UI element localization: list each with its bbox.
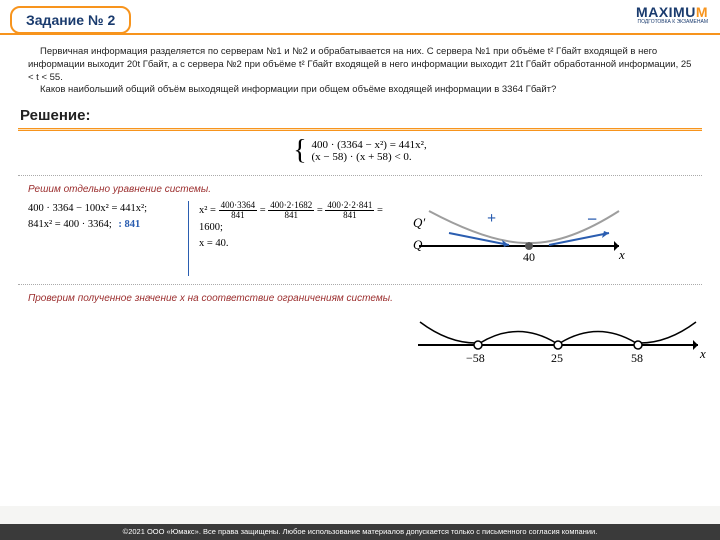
c2-line2: x = 40. [199, 236, 399, 252]
c2-line1: x² = 400·3364841 = 400·2·1682841 = 400·2… [199, 201, 399, 236]
svg-text:−: − [587, 209, 597, 229]
svg-text:+: + [487, 210, 496, 227]
work-col-2: x² = 400·3364841 = 400·2·1682841 = 400·2… [199, 201, 399, 252]
header: Задание № 2 MAXIMUM ПОДГОТОВКА К ЭКЗАМЕН… [0, 0, 720, 38]
svg-text:−58: −58 [466, 351, 485, 365]
footer: ©2021 ООО «Юмакс». Все права защищены. Л… [0, 524, 720, 540]
logo-m: M [696, 4, 708, 20]
frac-2: 400·2·1682841 [268, 201, 314, 220]
svg-text:Q′: Q′ [413, 215, 425, 230]
interval-graph: −58 25 58 x [408, 310, 708, 375]
solution-header: Решение: [18, 107, 702, 131]
problem-p1: Первичная информация разделяется по серв… [28, 46, 692, 84]
derivative-graph: Q′ Qx 40 + − [409, 201, 702, 276]
dotted-sep-2 [18, 284, 702, 285]
c1-line2: 841x² = 400 · 3364; : 841 [28, 217, 178, 233]
logo: MAXIMUM [636, 4, 708, 20]
svg-text:Q: Q [413, 237, 423, 252]
system-line-1: 400 · (3364 − x²) = 441x², [311, 139, 426, 151]
frac-3: 400·2·2·841841 [325, 201, 374, 220]
svg-text:25: 25 [551, 351, 563, 365]
problem-text: Первичная информация разделяется по серв… [0, 38, 720, 103]
solution-title: Решение: [18, 107, 702, 128]
work-col-1: 400 · 3364 − 100x² = 441x²; 841x² = 400 … [28, 201, 178, 233]
c1-line1: 400 · 3364 − 100x² = 441x²; [28, 201, 178, 217]
logo-text: MAXIMU [636, 4, 696, 20]
svg-text:40: 40 [523, 250, 535, 264]
problem-p2: Каков наибольший общий объём выходящей и… [28, 84, 692, 97]
bottom-bar [0, 506, 720, 524]
div-841: : 841 [118, 219, 140, 230]
logo-subtitle: ПОДГОТОВКА К ЭКЗАМЕНАМ [638, 19, 708, 25]
step1-title: Решим отдельно уравнение системы. [28, 184, 720, 195]
step2-title: Проверим полученное значение x на соотве… [28, 293, 720, 304]
svg-text:58: 58 [631, 351, 643, 365]
brace-icon: { [293, 137, 306, 165]
c1-l2a: 841x² = 400 · 3364; [28, 219, 112, 230]
c2-pre: x² = [199, 205, 219, 216]
equation-system: { 400 · (3364 − x²) = 441x², (x − 58) · … [0, 137, 720, 165]
svg-text:x: x [618, 247, 625, 262]
interval-graph-wrap: −58 25 58 x [0, 310, 720, 375]
vline [188, 201, 189, 276]
task-badge: Задание № 2 [10, 6, 131, 34]
frac-1: 400·3364841 [219, 201, 258, 220]
graph2-spacer [28, 310, 408, 375]
system-line-2: (x − 58) · (x + 58) < 0. [311, 151, 426, 163]
solution-rule [18, 128, 702, 131]
svg-text:x: x [699, 346, 706, 361]
work-row: 400 · 3364 − 100x² = 441x²; 841x² = 400 … [0, 201, 720, 282]
dotted-sep-1 [18, 175, 702, 176]
